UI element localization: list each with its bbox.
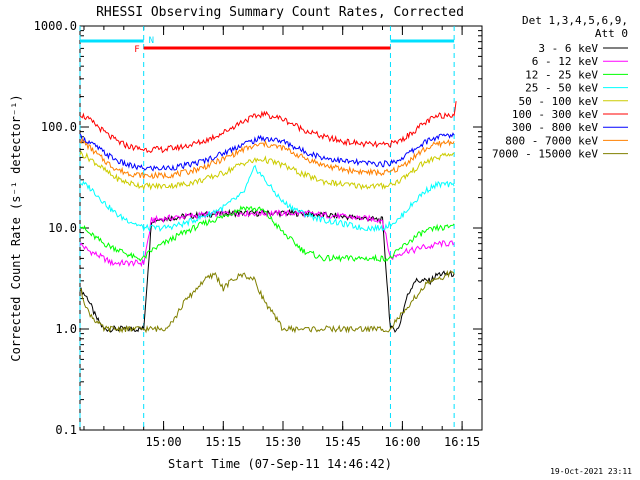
y-tick-label: 1000.0 (34, 19, 77, 33)
flag-label-N: N (149, 36, 154, 46)
y-tick-label: 0.1 (55, 423, 77, 437)
y-tick-label: 10.0 (48, 221, 77, 235)
series-line-8 (79, 269, 455, 334)
y-axis-label: Corrected Count Rate (s⁻¹ detector⁻¹) (9, 94, 23, 361)
legend-header-line-2: Att 0 (595, 27, 628, 40)
legend-label-0: 3 - 6 keV (538, 42, 598, 55)
legend-label-3: 25 - 50 keV (525, 82, 598, 95)
x-tick-label: 16:15 (444, 435, 480, 449)
legend-label-2: 12 - 25 keV (525, 68, 598, 81)
x-tick-label: 15:15 (205, 435, 241, 449)
legend-label-4: 50 - 100 keV (519, 95, 599, 108)
series-line-7 (79, 137, 455, 180)
x-tick-label: 15:30 (265, 435, 301, 449)
x-axis-label: Start Time (07-Sep-11 14:46:42) (168, 457, 392, 471)
y-tick-label: 100.0 (41, 120, 77, 134)
legend-label-7: 800 - 7000 keV (505, 134, 598, 147)
legend-label-8: 7000 - 15000 keV (492, 148, 598, 161)
x-tick-label: 15:45 (325, 435, 361, 449)
series-line-0 (79, 208, 455, 333)
series-line-3 (79, 164, 455, 233)
series-line-5 (79, 101, 457, 154)
x-tick-label: 15:00 (146, 435, 182, 449)
legend-label-1: 6 - 12 keV (532, 55, 599, 68)
series-line-4 (79, 150, 455, 191)
legend-header-line-1: Det 1,3,4,5,6,9, (522, 14, 628, 27)
flag-label-F: F (134, 45, 139, 55)
legend-label-6: 300 - 800 keV (512, 121, 598, 134)
y-tick-label: 1.0 (55, 322, 77, 336)
legend-label-5: 100 - 300 keV (512, 108, 598, 121)
x-tick-label: 16:00 (384, 435, 420, 449)
series-line-2 (79, 205, 455, 263)
series-line-6 (79, 132, 455, 172)
plot-area: 1000.0 100.0 10.0 1.0 0.1 15:00 15:15 15:30 15:4… (34, 19, 483, 449)
footer-timestamp: 19-Oct-2021 23:11 (550, 467, 632, 476)
chart-title: RHESSI Observing Summary Count Rates, Co… (96, 5, 464, 20)
plot-frame (79, 25, 483, 431)
